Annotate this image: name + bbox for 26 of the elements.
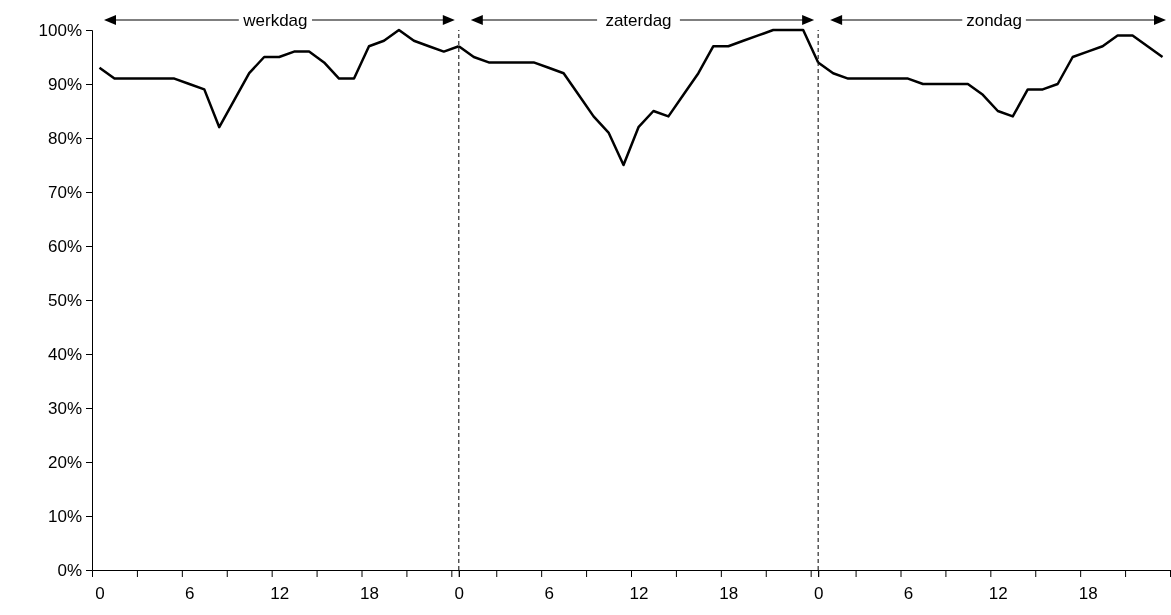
- y-tick-label: 50%: [47, 290, 82, 310]
- chart-title: werkdag: [242, 10, 308, 30]
- x-tick-label: 0: [813, 584, 824, 604]
- y-tick-label: 100%: [38, 20, 82, 40]
- x-tick-label: 12: [629, 584, 649, 604]
- y-tick-label: 0%: [57, 560, 82, 580]
- chart-title: zaterdag: [605, 10, 672, 30]
- chart-title: zondag: [966, 10, 1022, 30]
- x-tick-label: 18: [1078, 584, 1098, 604]
- x-tick-label: 0: [95, 584, 105, 604]
- x-tick-label: 6: [185, 584, 195, 604]
- y-tick-label: 60%: [47, 236, 82, 256]
- x-tick-label: 6: [903, 584, 914, 604]
- y-tick-label: 80%: [47, 128, 82, 148]
- y-tick-label: 30%: [47, 398, 82, 418]
- x-tick-label: 6: [544, 584, 554, 604]
- y-tick-label: 20%: [47, 452, 82, 472]
- x-tick-label: 12: [988, 584, 1008, 604]
- x-tick-label: 18: [360, 584, 379, 604]
- x-tick-label: 12: [270, 584, 290, 604]
- y-tick-label: 40%: [47, 344, 82, 364]
- y-tick-label: 70%: [47, 182, 82, 202]
- y-tick-label: 90%: [47, 74, 82, 94]
- x-tick-label: 18: [719, 584, 739, 604]
- x-tick-label: 0: [454, 584, 465, 604]
- y-tick-label: 10%: [47, 506, 82, 526]
